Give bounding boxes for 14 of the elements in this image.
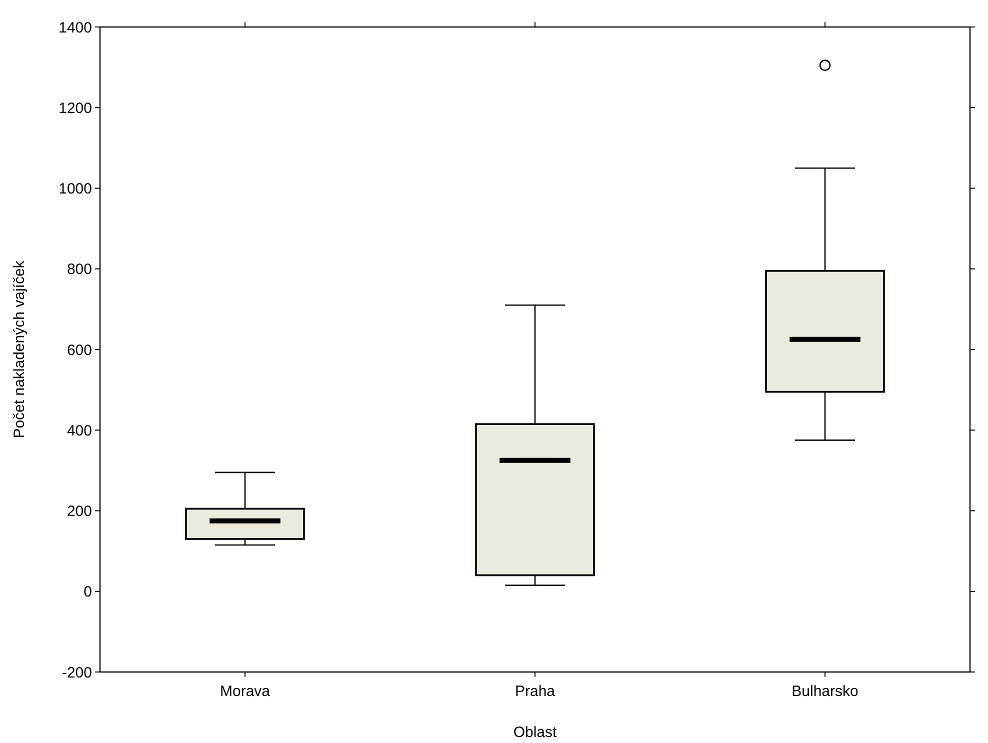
y-tick-label: 600 — [66, 342, 92, 359]
y-tick-label: 1400 — [58, 19, 92, 36]
x-tick-label: Morava — [220, 683, 271, 700]
y-tick-label: -200 — [62, 664, 92, 682]
y-axis-title: Počet nakladených vajíček — [11, 260, 28, 438]
y-tick-label: 400 — [66, 422, 92, 440]
y-tick-label: 200 — [66, 503, 92, 520]
y-tick-label: 800 — [66, 261, 92, 278]
y-tick-label: 1200 — [58, 100, 92, 117]
y-tick-label: 1000 — [58, 180, 92, 198]
x-tick-label: Bulharsko — [792, 683, 858, 700]
x-axis-title: Oblast — [513, 724, 558, 741]
x-tick-label: Praha — [514, 683, 556, 700]
y-tick-label: 0 — [84, 584, 92, 601]
